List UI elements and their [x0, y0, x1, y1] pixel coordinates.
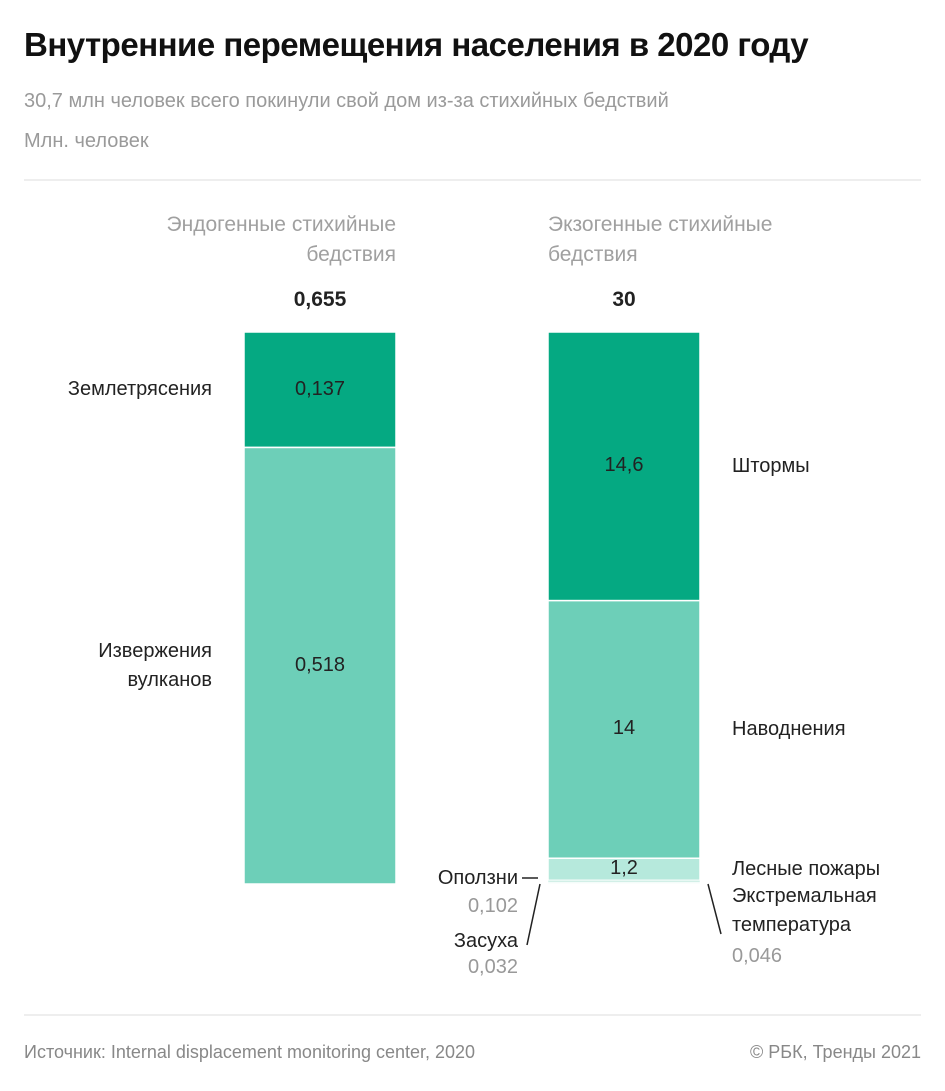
bar-total: 30 [612, 288, 636, 311]
category-label: Эндогенные стихийные бедствия [166, 213, 396, 266]
category-label: Экзогенные стихийные бедствия [548, 213, 773, 266]
segment-label: Штормы [732, 454, 810, 477]
leader-line [526, 883, 541, 946]
bar-total: 0,655 [293, 288, 347, 311]
segment-label: Лесные пожары [732, 857, 881, 880]
segment-label: Оползни [437, 867, 518, 889]
segment-label: Наводнения [732, 717, 846, 740]
value-label: 1,2 [610, 857, 638, 880]
source: Источник: Internal displacement monitori… [24, 1042, 476, 1062]
bar-segment [547, 599, 701, 859]
segment-label: Экстремальная температура [732, 885, 877, 936]
leader-line [707, 883, 722, 935]
segment-label: Извержения вулканов [98, 639, 212, 691]
value-label: 14 [612, 717, 636, 740]
value-label: 0,137 [294, 377, 346, 400]
bar-segment [243, 446, 397, 885]
value-label: 0,046 [732, 945, 783, 967]
segment-label: Засуха [453, 930, 518, 952]
segment-label: Землетрясения [67, 378, 212, 401]
chart-title: Внутренние перемещения населения в 2020 … [24, 26, 809, 63]
value-label: 0,518 [294, 653, 346, 676]
bar-segment [243, 331, 397, 449]
bar-segment [547, 880, 701, 883]
credit: © РБК, Тренды 2021 [750, 1042, 921, 1062]
subtitle: 30,7 млн человек всего покинули свой дом… [24, 90, 669, 112]
unit-label: Млн. человек [24, 130, 149, 152]
bar-segment [547, 882, 701, 884]
bar-segment [547, 331, 701, 602]
value-label: 14,6 [604, 454, 644, 477]
value-label: 0,102 [467, 895, 518, 917]
value-label: 0,032 [467, 956, 518, 978]
